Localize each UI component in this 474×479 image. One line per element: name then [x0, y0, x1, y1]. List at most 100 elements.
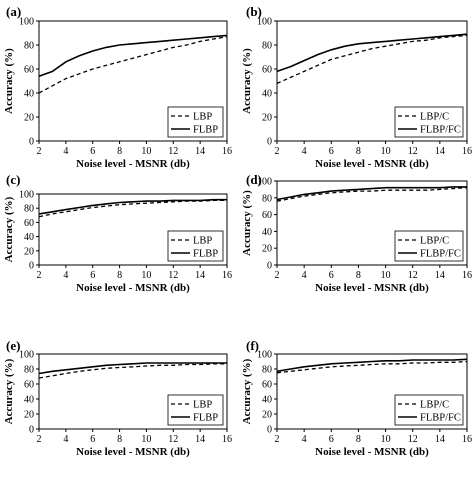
panel-e-xtick-label-6: 14 [195, 434, 205, 445]
panel-d-xtick-label-0: 2 [275, 270, 280, 281]
panel-d-legend-box [394, 230, 464, 262]
panel-b-legend-label-1: FLBP/FC [420, 125, 461, 136]
panel-b-xtick-label-2: 6 [329, 146, 334, 157]
panel-a-ytick-label-3: 60 [24, 65, 34, 76]
panel-a-legend-box [167, 106, 224, 138]
panel-d-ylabel: Accuracy (%) [241, 190, 253, 256]
panel-d-series-flbp-fc [276, 186, 467, 201]
panel-b-series-flbp-fc [276, 33, 468, 73]
panel-c-ytick-label-4: 80 [24, 204, 34, 215]
panel-d-ytick-label-4: 80 [262, 193, 272, 204]
panel-d-xtick-label-5: 12 [408, 270, 418, 281]
panel-c-xtick-label-5: 12 [168, 270, 178, 281]
panel-f-xtick-label-4: 10 [381, 434, 391, 445]
panel-b-letter: (b) [246, 4, 262, 19]
panel-f-series-flbp-fc [276, 358, 468, 373]
panel-e-ytick-label-4: 80 [24, 365, 34, 376]
panel-a-xtick-label-1: 4 [63, 146, 68, 157]
panel-f-series-lbp-c [276, 360, 468, 374]
panel-c-xtick-label-0: 2 [37, 270, 42, 281]
panel-c-letter: (c) [6, 172, 20, 187]
panel-b-xtick-label-6: 14 [435, 146, 445, 157]
panel-d-ytick-label-2: 40 [262, 227, 272, 238]
panel-c-ytick-label-5: 100 [19, 190, 34, 201]
panel-b-xtick-label-4: 10 [381, 146, 391, 157]
panel-b-ytick-label-4: 80 [262, 41, 272, 52]
panel-b-legend-label-0: LBP/C [420, 112, 449, 123]
panel-e-legend-label-0: LBP [193, 400, 212, 411]
panel-e-legend-label-1: FLBP [193, 413, 218, 424]
panel-c-xtick-label-7: 16 [222, 270, 232, 281]
panel-c-legend-label-1: FLBP [193, 249, 218, 260]
panel-d-xtick-label-1: 4 [302, 270, 307, 281]
panel-a-xtick-label-4: 10 [141, 146, 151, 157]
panel-f-ytick-label-0: 0 [267, 425, 272, 436]
panel-a-series-flbp [38, 34, 228, 77]
panel-f-xtick-label-5: 12 [408, 434, 418, 445]
panel-a-legend-label-1: FLBP [193, 125, 218, 136]
panel-f-xlabel: Noise level - MSNR (db) [315, 446, 429, 458]
panel-f-xtick-label-2: 6 [329, 434, 334, 445]
panel-b-legend-box [394, 106, 464, 138]
panel-c-ylabel: Accuracy (%) [3, 196, 15, 262]
panel-b-series-lbp-c [276, 34, 468, 84]
panel-a-xtick-label-3: 8 [117, 146, 122, 157]
panel-a-series-lbp [38, 35, 228, 94]
panel-a-xlabel: Noise level - MSNR (db) [76, 158, 190, 170]
panel-b-xtick-label-3: 8 [356, 146, 361, 157]
panel-b-ytick-label-3: 60 [262, 65, 272, 76]
panel-c-xtick-label-1: 4 [63, 270, 68, 281]
panel-a-xtick-label-6: 14 [195, 146, 205, 157]
panel-b-xlabel: Noise level - MSNR (db) [315, 158, 429, 170]
panel-d-xtick-label-7: 16 [462, 270, 472, 281]
panel-f-legend-box [394, 394, 464, 426]
panel-e-ytick-label-1: 20 [24, 410, 34, 421]
panel-e-xtick-label-0: 2 [37, 434, 42, 445]
panel-c-xtick-label-3: 8 [117, 270, 122, 281]
panel-a-ytick-label-0: 0 [29, 137, 34, 148]
panel-d-ytick-label-5: 100 [257, 177, 272, 188]
panel-a-ytick-label-1: 20 [24, 113, 34, 124]
panel-b-plot-frame [276, 20, 468, 142]
panel-e-ytick-label-2: 40 [24, 395, 34, 406]
panel-a-ylabel: Accuracy (%) [3, 48, 15, 114]
panel-d-xtick-label-4: 10 [381, 270, 391, 281]
panel-d-ytick-label-3: 60 [262, 210, 272, 221]
panel-b-ytick-label-2: 40 [262, 89, 272, 100]
panel-b-ylabel: Accuracy (%) [241, 48, 253, 114]
panel-e-ytick-label-3: 60 [24, 380, 34, 391]
panel-d-xtick-label-3: 8 [356, 270, 361, 281]
panel-e-plot-frame [38, 353, 228, 430]
panel-d-legend-label-1: FLBP/FC [420, 249, 461, 260]
panel-e-xtick-label-2: 6 [90, 434, 95, 445]
panel-a-ytick-label-4: 80 [24, 41, 34, 52]
panel-c-series-lbp [38, 199, 227, 218]
panel-e-xlabel: Noise level - MSNR (db) [76, 446, 190, 458]
panel-d-xlabel: Noise level - MSNR (db) [315, 282, 429, 294]
panel-c-xlabel: Noise level - MSNR (db) [76, 282, 190, 294]
panel-d-ytick-label-1: 20 [262, 244, 272, 255]
panel-a-xtick-label-0: 2 [37, 146, 42, 157]
panel-e-series-lbp [38, 363, 227, 379]
panel-c-ytick-label-1: 20 [24, 246, 34, 257]
panel-b-xtick-label-7: 16 [462, 146, 472, 157]
panel-c-series-flbp [38, 198, 227, 215]
panel-f-ytick-label-3: 60 [262, 380, 272, 391]
panel-f-legend-label-1: FLBP/FC [420, 413, 461, 424]
panel-f-plot-frame [276, 353, 468, 430]
panel-c-xtick-label-6: 14 [195, 270, 205, 281]
panel-f-ytick-label-2: 40 [262, 395, 272, 406]
panel-d-ytick-label-0: 0 [267, 261, 272, 272]
panel-c-plot-frame [38, 193, 228, 266]
panel-e-letter: (e) [6, 338, 20, 353]
panel-a-xtick-label-2: 6 [90, 146, 95, 157]
panel-f-letter: (f) [246, 338, 259, 353]
panel-a-xtick-label-5: 12 [168, 146, 178, 157]
panel-b-ytick-label-5: 100 [257, 17, 272, 28]
panel-a-legend-label-0: LBP [193, 112, 212, 123]
panel-b-xtick-label-5: 12 [408, 146, 418, 157]
panel-e-ytick-label-0: 0 [29, 425, 34, 436]
panel-c-ytick-label-3: 60 [24, 218, 34, 229]
panel-a-plot-frame [38, 20, 228, 142]
